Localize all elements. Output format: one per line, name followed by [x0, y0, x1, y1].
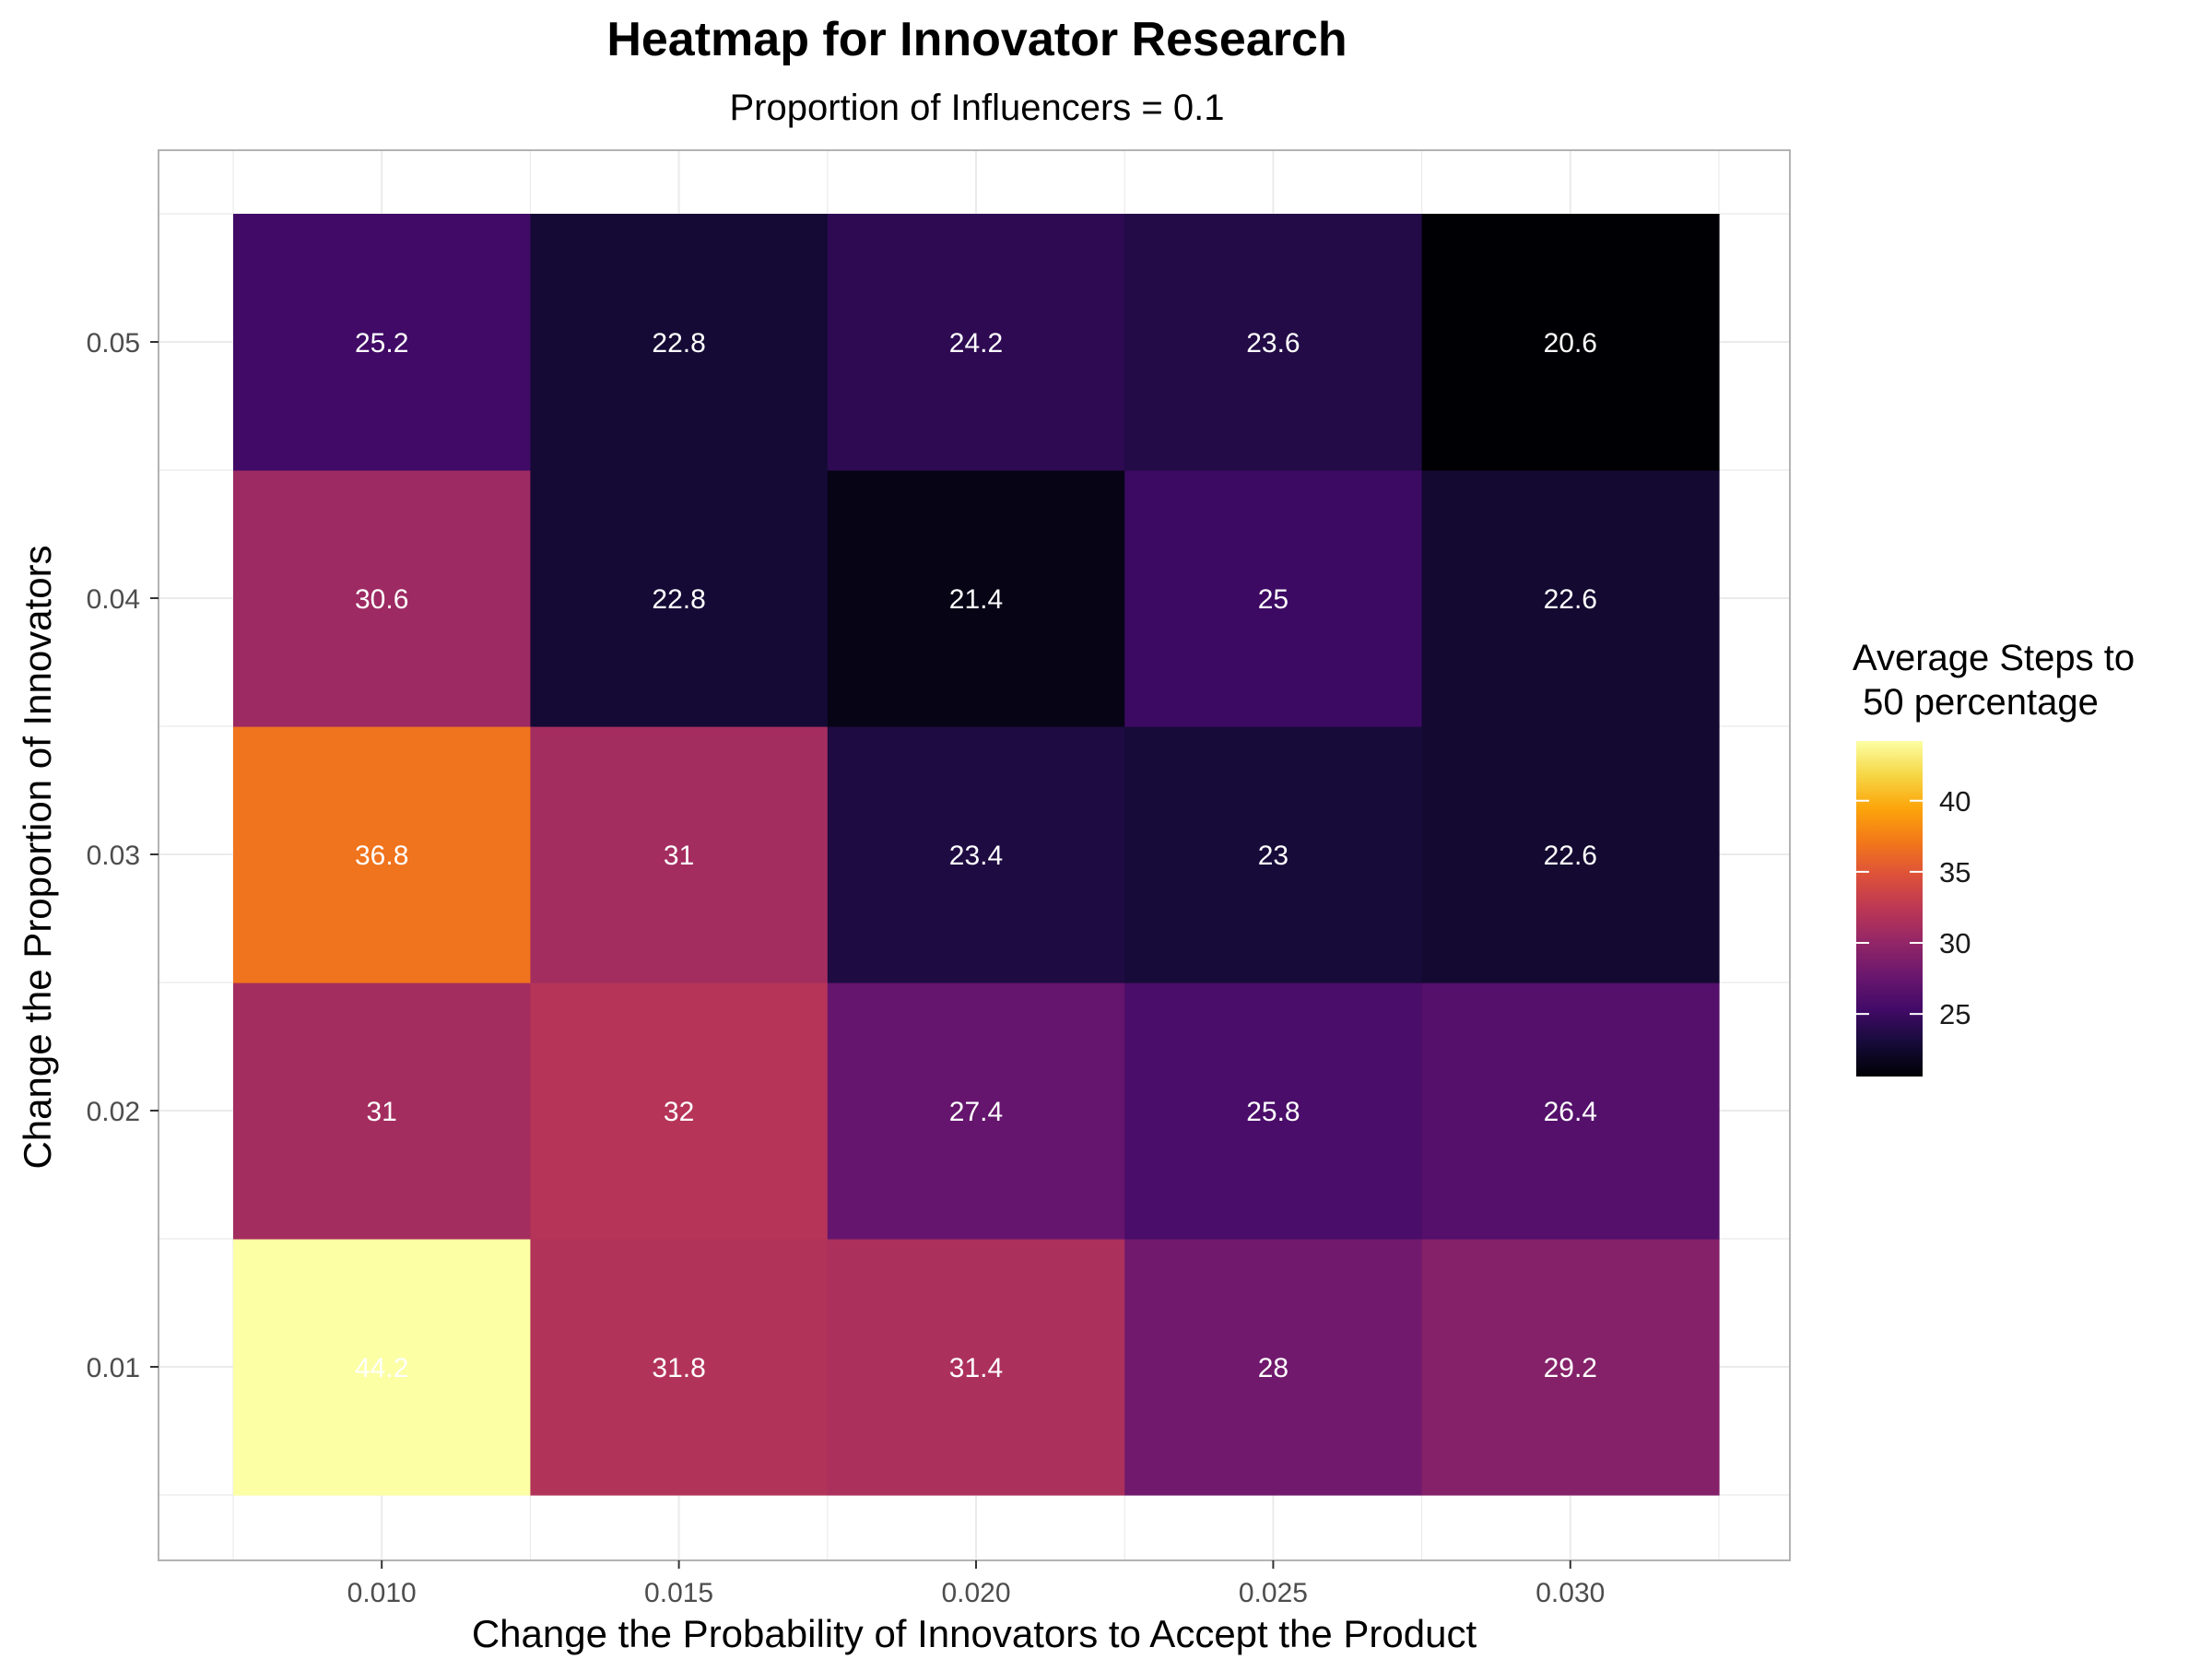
color-legend: Average Steps to 50 percentage 25 30 35 40: [1853, 638, 2135, 1077]
x-axis-ticks: 0.010 0.015 0.020 0.025 0.030: [347, 1560, 1605, 1608]
heatmap-cells: 44.2 31.8 31.4 28 29.2 31 32 27.4 25.8 26.4 36.8 31…: [233, 214, 1720, 1496]
x-tick-label: 0.015: [644, 1578, 713, 1608]
heatmap-cell: [1124, 470, 1423, 727]
heatmap-cell: [1124, 1239, 1423, 1496]
cell-value-label: 28: [1258, 1353, 1288, 1383]
heatmap-cell: [233, 470, 531, 727]
heatmap-cell: [233, 982, 531, 1240]
chart-title: Heatmap for Innovator Research: [606, 13, 1347, 66]
cell-value-label: 31: [367, 1097, 397, 1127]
heatmap-cell: [233, 726, 531, 983]
heatmap-cell: [827, 214, 1125, 471]
cell-value-label: 23.6: [1246, 328, 1300, 359]
heatmap-cell: [233, 214, 531, 471]
heatmap-cell: [827, 982, 1125, 1240]
x-tick-label: 0.030: [1535, 1578, 1605, 1608]
cell-value-label: 23.4: [949, 841, 1003, 871]
legend-title-line-2: 50 percentage: [1853, 682, 2099, 723]
cell-value-label: 23: [1258, 841, 1288, 871]
y-tick-label: 0.03: [87, 841, 140, 871]
heatmap-cell: [1124, 726, 1423, 983]
heatmap-cell: [530, 214, 829, 471]
cell-value-label: 22.8: [652, 584, 705, 615]
cell-value-label: 22.6: [1544, 584, 1597, 615]
y-axis-title: Change the Proportion of Innovators: [16, 545, 59, 1169]
cell-value-label: 32: [664, 1097, 694, 1127]
heatmap-cell: [1124, 214, 1423, 471]
cell-value-label: 30.6: [355, 584, 408, 615]
heatmap-cell: [827, 1239, 1125, 1496]
heatmap-cell: [530, 1239, 829, 1496]
y-tick-label: 0.02: [87, 1097, 140, 1127]
cell-value-label: 22.8: [652, 328, 705, 359]
cell-value-label: 26.4: [1544, 1097, 1597, 1127]
x-tick-label: 0.010: [347, 1578, 417, 1608]
legend-tick-label: 30: [1939, 927, 1971, 959]
cell-value-label: 22.6: [1544, 841, 1597, 871]
heatmap-cell: [1421, 470, 1720, 727]
cell-value-label: 24.2: [949, 328, 1003, 359]
heatmap-cell: [827, 726, 1125, 983]
cell-value-label: 25: [1258, 584, 1288, 615]
heatmap-cell: [1421, 982, 1720, 1240]
cell-value-label: 31.4: [949, 1353, 1003, 1383]
cell-value-label: 31: [664, 841, 694, 871]
heatmap-cell: [530, 470, 829, 727]
heatmap-cell: [233, 1239, 531, 1496]
heatmap-cell: [530, 982, 829, 1240]
heatmap-cell: [530, 726, 829, 983]
legend-tick-label: 35: [1939, 856, 1971, 888]
x-tick-label: 0.025: [1239, 1578, 1308, 1608]
cell-value-label: 36.8: [355, 841, 408, 871]
x-tick-label: 0.020: [941, 1578, 1010, 1608]
cell-value-label: 31.8: [652, 1353, 705, 1383]
cell-value-label: 44.2: [355, 1353, 408, 1383]
heatmap-cell: [1421, 726, 1720, 983]
x-axis-title: Change the Probability of Innovators to …: [472, 1612, 1477, 1655]
legend-ticks: 25 30 35 40: [1856, 785, 1971, 1030]
cell-value-label: 25.8: [1246, 1097, 1300, 1127]
y-axis-ticks: 0.01 0.02 0.03 0.04 0.05: [87, 328, 159, 1383]
legend-tick-label: 25: [1939, 998, 1971, 1030]
heatmap-cell: [1124, 982, 1423, 1240]
y-tick-label: 0.04: [87, 584, 140, 615]
y-tick-label: 0.05: [87, 328, 140, 359]
cell-value-label: 29.2: [1544, 1353, 1597, 1383]
legend-title-line-1: Average Steps to: [1853, 638, 2135, 678]
heatmap-cell: [1421, 214, 1720, 471]
cell-value-label: 20.6: [1544, 328, 1597, 359]
cell-value-label: 21.4: [949, 584, 1003, 615]
y-tick-label: 0.01: [87, 1353, 140, 1383]
heatmap-cell: [827, 470, 1125, 727]
chart-subtitle: Proportion of Influencers = 0.1: [730, 88, 1225, 128]
heatmap-cell: [1421, 1239, 1720, 1496]
cell-value-label: 27.4: [949, 1097, 1003, 1127]
legend-colorbar: [1856, 741, 1923, 1077]
legend-tick-label: 40: [1939, 785, 1971, 818]
cell-value-label: 25.2: [355, 328, 408, 359]
